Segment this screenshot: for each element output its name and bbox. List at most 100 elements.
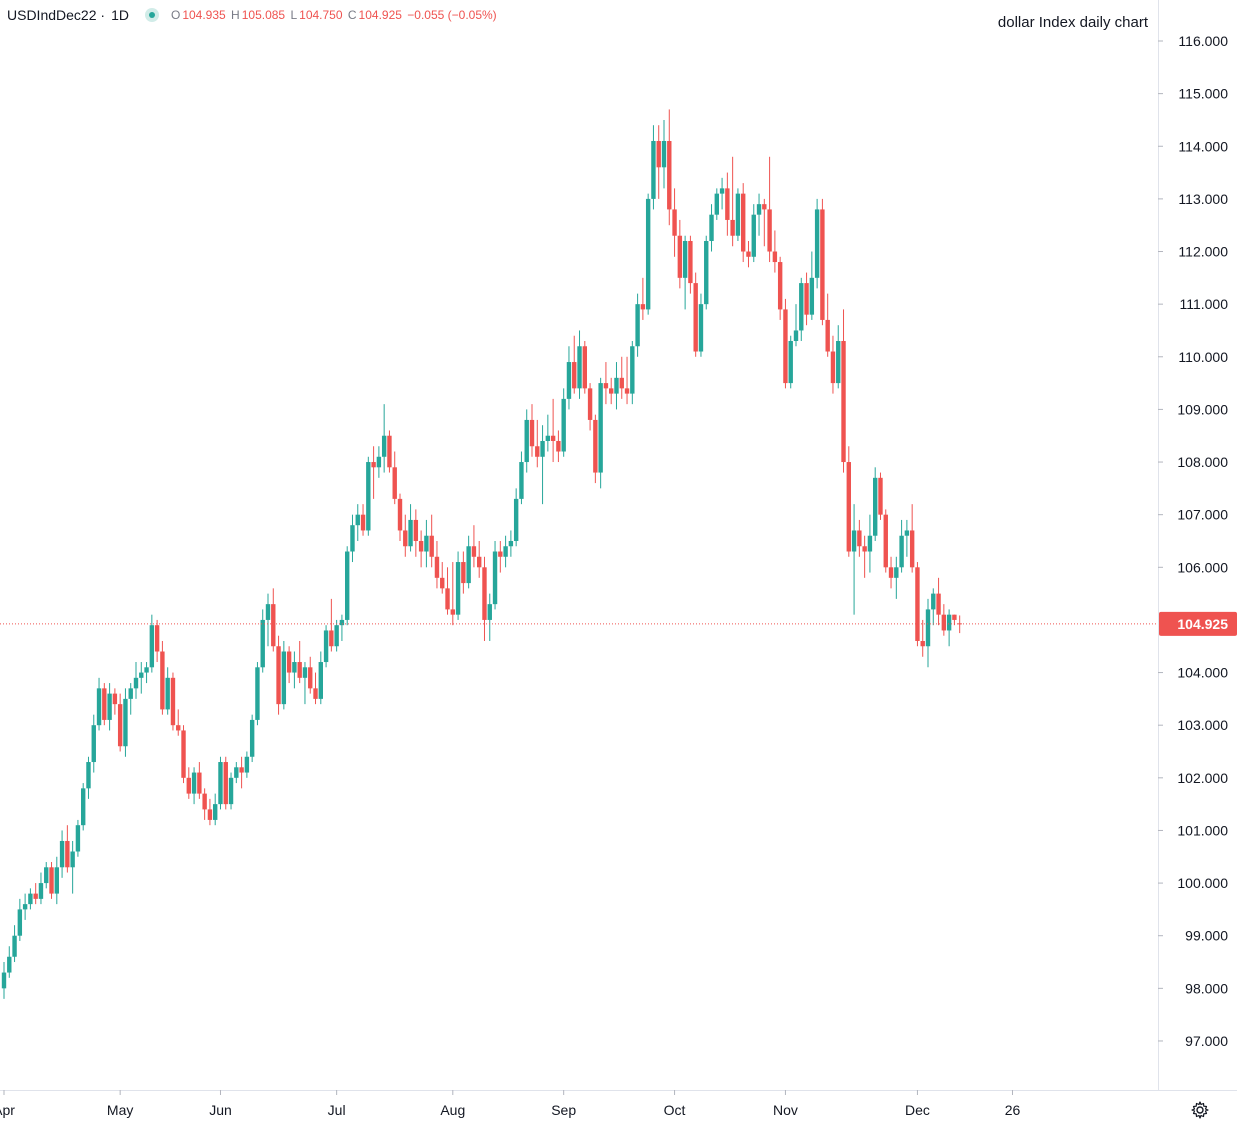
candle-body (857, 530, 862, 547)
x-tick-label: Nov (773, 1102, 798, 1118)
low-value: 104.750 (299, 8, 343, 22)
candle-body (577, 346, 582, 389)
live-dot-icon (144, 8, 159, 22)
candle-body (598, 383, 603, 473)
low-key: L (290, 8, 298, 22)
x-tick-label: Sep (551, 1102, 576, 1118)
candle-body (38, 883, 44, 899)
candle-body (123, 698, 128, 747)
candle-body (651, 140, 656, 199)
candle-body (593, 419, 598, 473)
candle-body (334, 625, 339, 647)
candle-body (498, 551, 503, 557)
candle-body (249, 719, 255, 757)
candle-body (635, 304, 640, 347)
x-tick-label: Oct (664, 1102, 686, 1118)
candle-body (366, 462, 371, 531)
candle-body (793, 330, 799, 341)
candle-body (191, 772, 197, 794)
candle-body (772, 251, 778, 263)
candle-body (202, 793, 207, 810)
x-axis[interactable]: Apr May Jun Jul Aug Sep Oct Nov Dec 26 (0, 1090, 1020, 1118)
candle-body (883, 514, 888, 568)
x-tick-label: May (107, 1102, 133, 1118)
candle-body (719, 188, 725, 194)
symbol-name[interactable]: USDIndDec22 (7, 7, 97, 23)
candle-body (102, 688, 107, 720)
candle-body (741, 193, 746, 252)
candle-body (112, 693, 118, 705)
candle-body (133, 677, 139, 689)
candle-body (81, 788, 86, 826)
candle-body (355, 514, 360, 526)
candle-body (661, 140, 667, 168)
y-tick-label: 112.000 (1178, 244, 1228, 260)
x-tick-label: Dec (905, 1102, 930, 1118)
candle-body (587, 388, 593, 420)
y-tick-label: 104.000 (1177, 665, 1228, 681)
y-tick-label: 102.000 (1177, 770, 1228, 786)
open-key: O (170, 8, 181, 22)
x-tick-label: 26 (1005, 1102, 1021, 1118)
candle-body (218, 762, 223, 805)
candle-body (704, 240, 709, 305)
candle-body (276, 646, 281, 705)
candle-body (33, 893, 38, 899)
y-tick-label: 107.000 (1177, 507, 1228, 523)
gear-icon[interactable] (1190, 1100, 1210, 1120)
candle-body (714, 193, 719, 215)
candle-body (313, 688, 318, 699)
candles-layer (1, 109, 962, 999)
candle-body (915, 567, 920, 641)
candle-body (904, 530, 910, 536)
candle-body (566, 362, 572, 399)
candle-body (804, 283, 809, 315)
candle-body (603, 383, 609, 389)
candle-body (862, 546, 867, 552)
candle-body (709, 214, 714, 241)
y-tick-label: 101.000 (1177, 822, 1228, 838)
candle-body (508, 540, 514, 547)
candle-body (234, 767, 239, 778)
candle-body (176, 725, 181, 731)
candle-body (318, 662, 323, 699)
candle-body (751, 214, 756, 257)
candle-body (513, 498, 519, 541)
candle-body (91, 725, 96, 763)
candle-body (323, 630, 329, 663)
candle-body (154, 625, 160, 652)
candle-body (925, 609, 931, 647)
candle-body (888, 567, 894, 578)
candle-body (17, 909, 23, 936)
candle-body (408, 519, 413, 547)
y-axis[interactable]: 116.000 115.000 114.000 113.000 112.000 111.0… (1158, 33, 1228, 1049)
candle-body (302, 667, 308, 678)
candle-body (329, 630, 334, 647)
candle-body (529, 419, 535, 447)
candle-body (682, 240, 688, 278)
candle-body (814, 209, 820, 278)
candle-body (756, 204, 762, 215)
symbol-separator: · (96, 7, 106, 23)
candle-body (873, 477, 878, 536)
symbol-legend: USDIndDec22 · 1D O 104.935 H 105.085 L 104.… (7, 7, 499, 23)
y-tick-label: 109.000 (1177, 401, 1228, 417)
candle-body (207, 809, 213, 820)
candle-body (550, 435, 556, 441)
candle-body (403, 530, 408, 547)
last-price-tag-bg (1159, 611, 1237, 636)
candle-body (44, 867, 49, 884)
candle-body (170, 677, 176, 726)
candle-body (350, 525, 355, 552)
candle-body (640, 304, 646, 310)
candle-body (445, 588, 450, 610)
candle-body (535, 446, 540, 457)
change-value: −0.055 (−0.05%) (407, 8, 497, 22)
candle-body (725, 188, 730, 220)
candle-body (86, 762, 91, 789)
y-tick-label: 111.000 (1179, 296, 1228, 312)
timeframe-label[interactable]: 1D (111, 7, 129, 23)
candle-body (688, 240, 693, 284)
candle-body (434, 556, 440, 578)
